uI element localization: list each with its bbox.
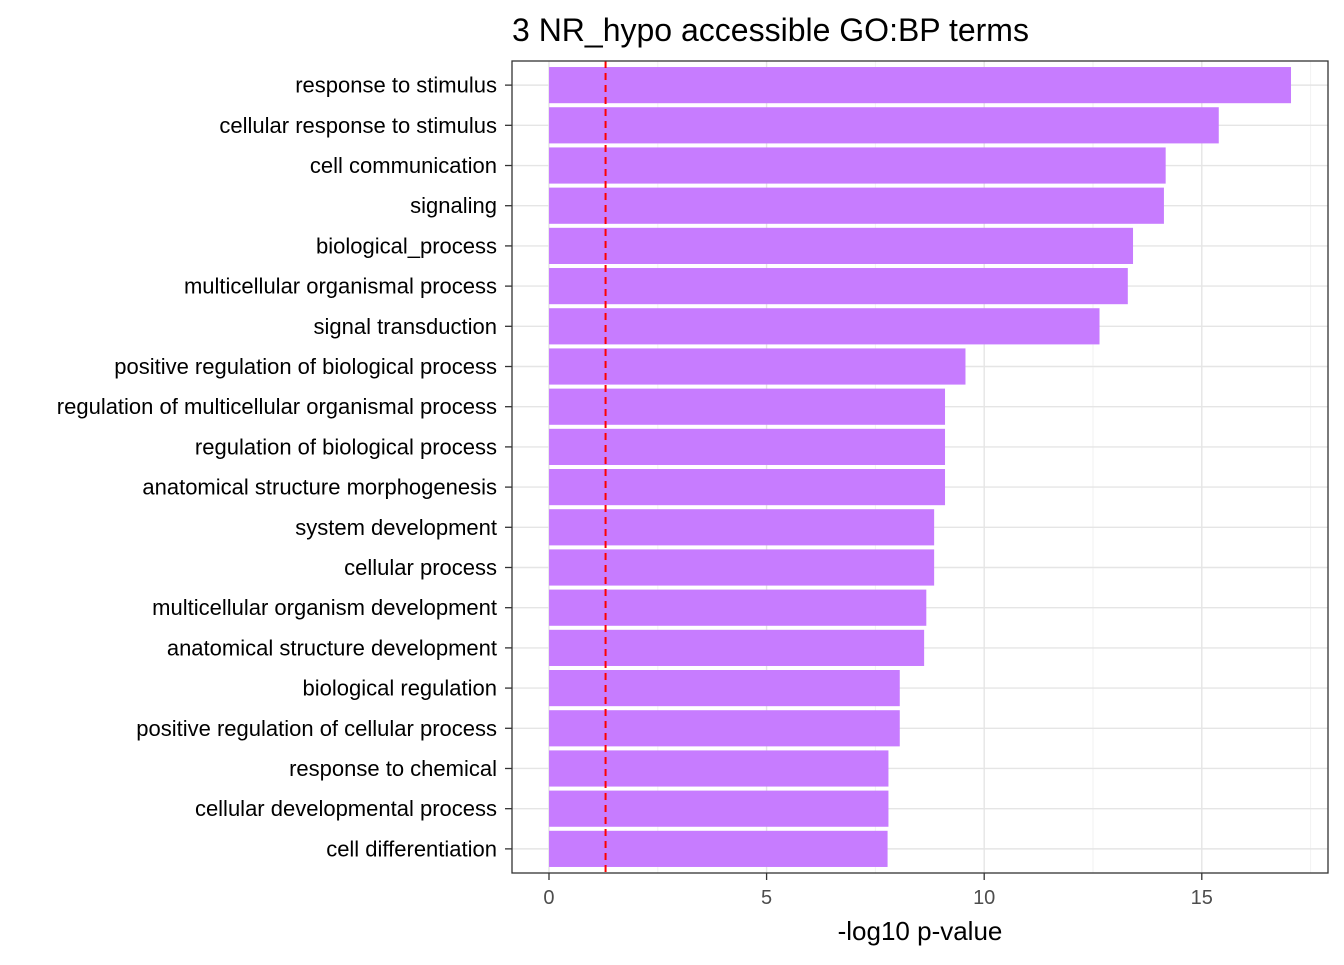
bar <box>548 187 1164 224</box>
chart-title: 3 NR_hypo accessible GO:BP terms <box>512 12 1029 48</box>
bar <box>548 469 946 506</box>
bar <box>548 107 1219 144</box>
bars <box>548 67 1292 867</box>
category-label: regulation of multicellular organismal p… <box>57 394 497 419</box>
category-label: cell communication <box>310 153 497 178</box>
category-label: anatomical structure morphogenesis <box>142 475 497 500</box>
category-label: cellular response to stimulus <box>219 113 497 138</box>
bar <box>548 750 889 787</box>
category-label: regulation of biological process <box>195 434 497 459</box>
category-label: signal transduction <box>314 314 497 339</box>
category-label: response to stimulus <box>295 73 497 98</box>
bar <box>548 790 889 827</box>
bar <box>548 589 927 626</box>
bar <box>548 348 966 385</box>
bar <box>548 629 925 666</box>
x-tick-label: 5 <box>761 887 772 909</box>
category-labels: response to stimulus cellular response to… <box>57 73 512 861</box>
bar <box>548 67 1292 104</box>
x-axis-title: -log10 p-value <box>838 916 1003 946</box>
category-label: positive regulation of biological proces… <box>114 354 497 379</box>
category-label: anatomical structure development <box>167 635 497 660</box>
category-label: system development <box>295 515 497 540</box>
category-label: cellular process <box>344 555 497 580</box>
x-tick-label: 10 <box>973 887 995 909</box>
category-label: cellular developmental process <box>195 796 497 821</box>
category-label: signaling <box>410 193 497 218</box>
bar <box>548 147 1166 184</box>
bar <box>548 428 946 465</box>
bar <box>548 549 935 586</box>
category-label: response to chemical <box>289 756 497 781</box>
category-label: biological regulation <box>303 676 497 701</box>
x-axis-ticks: 0 5 10 15 <box>543 873 1213 909</box>
category-label: multicellular organism development <box>152 595 497 620</box>
bar <box>548 227 1134 264</box>
bar <box>548 710 900 747</box>
bar <box>548 308 1100 345</box>
bar <box>548 388 946 425</box>
category-label: positive regulation of cellular process <box>136 716 497 741</box>
bar <box>548 830 888 867</box>
x-tick-label: 15 <box>1191 887 1213 909</box>
plot-panel-border <box>511 60 1329 874</box>
bar <box>548 670 900 707</box>
category-label: cell differentiation <box>326 836 497 861</box>
bar <box>548 509 935 546</box>
bar <box>548 268 1128 305</box>
category-label: biological_process <box>316 233 497 258</box>
x-tick-label: 0 <box>543 887 554 909</box>
category-label: multicellular organismal process <box>184 274 497 299</box>
